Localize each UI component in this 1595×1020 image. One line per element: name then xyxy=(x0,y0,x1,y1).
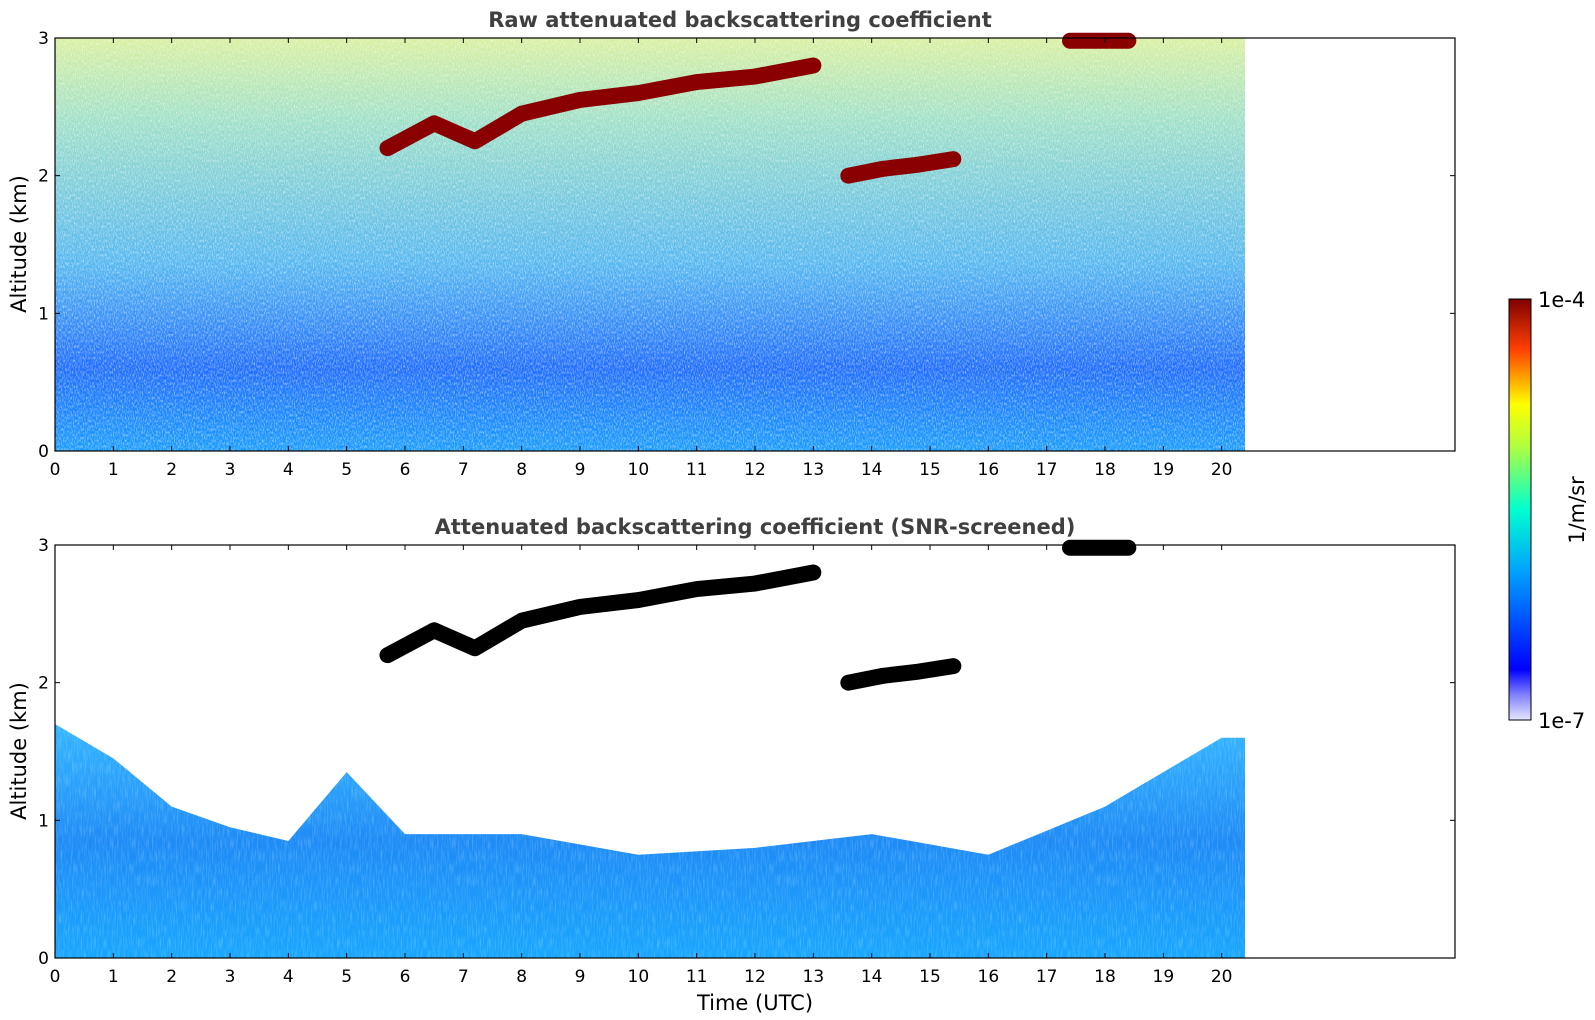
x-tick-label: 12 xyxy=(744,460,766,480)
x-tick-label: 3 xyxy=(225,460,236,480)
x-tick-label: 8 xyxy=(516,460,527,480)
x-tick-label: 15 xyxy=(919,460,941,480)
x-tick-label: 0 xyxy=(50,967,61,987)
x-tick-label: 6 xyxy=(400,460,411,480)
x-tick-label: 16 xyxy=(978,460,1000,480)
x-tick-label: 11 xyxy=(686,967,708,987)
x-tick-label: 10 xyxy=(628,460,650,480)
x-tick-label: 8 xyxy=(516,967,527,987)
x-tick-label: 14 xyxy=(861,460,883,480)
y-tick-label: 0 xyxy=(38,949,49,969)
bottom-plot-area xyxy=(55,539,1245,958)
x-tick-label: 13 xyxy=(803,460,825,480)
cloud-layer xyxy=(379,57,822,157)
colorbar-gradient xyxy=(1508,298,1532,721)
x-tick-label: 6 xyxy=(400,967,411,987)
top-y-axis-label: Altitude (km) xyxy=(7,175,31,313)
y-tick-label: 1 xyxy=(38,304,49,324)
x-tick-label: 18 xyxy=(1094,460,1116,480)
x-tick-label: 17 xyxy=(1036,967,1058,987)
x-tick-label: 14 xyxy=(861,967,883,987)
y-tick-label: 0 xyxy=(38,442,49,462)
bottom-y-ticks: 0 1 2 3 xyxy=(38,536,1455,969)
bottom-panel: Attenuated backscattering coefficient (S… xyxy=(7,515,1456,1015)
top-panel: Raw attenuated backscattering coefficien… xyxy=(7,8,1456,480)
noise-overlay xyxy=(55,38,1245,451)
x-tick-label: 17 xyxy=(1036,460,1058,480)
x-tick-label: 2 xyxy=(166,967,177,987)
bottom-x-axis-label: Time (UTC) xyxy=(696,991,813,1015)
x-tick-label: 11 xyxy=(686,460,708,480)
x-tick-label: 15 xyxy=(919,967,941,987)
colorbar-unit-label: 1/m/sr xyxy=(1565,476,1589,544)
x-tick-label: 9 xyxy=(575,460,586,480)
cloud-layer xyxy=(379,564,822,664)
y-tick-label: 2 xyxy=(38,674,49,694)
x-tick-label: 1 xyxy=(108,460,119,480)
top-y-ticks: 0 1 2 3 xyxy=(38,29,1455,462)
bottom-panel-title: Attenuated backscattering coefficient (S… xyxy=(435,515,1076,539)
x-tick-label: 1 xyxy=(108,967,119,987)
x-tick-label: 12 xyxy=(744,967,766,987)
x-tick-label: 19 xyxy=(1153,460,1175,480)
x-tick-label: 13 xyxy=(803,967,825,987)
boundary-layer-texture xyxy=(55,723,1245,958)
colorbar: 1e-4 1e-7 1/m/sr xyxy=(1508,288,1589,733)
y-tick-label: 3 xyxy=(38,536,49,556)
x-tick-label: 2 xyxy=(166,460,177,480)
x-tick-label: 7 xyxy=(458,967,469,987)
cloud-layer xyxy=(840,658,962,691)
x-tick-label: 4 xyxy=(283,967,294,987)
bottom-x-ticks: 0 1 2 3 4 5 6 7 8 9 10 11 12 13 14 15 16 17 18 19 20 xyxy=(50,545,1233,987)
x-tick-label: 5 xyxy=(341,460,352,480)
cloud-layer xyxy=(840,151,962,184)
x-tick-label: 3 xyxy=(225,967,236,987)
top-panel-title: Raw attenuated backscattering coefficien… xyxy=(488,8,992,32)
y-tick-label: 1 xyxy=(38,811,49,831)
x-tick-label: 10 xyxy=(628,967,650,987)
x-tick-label: 9 xyxy=(575,967,586,987)
y-tick-label: 2 xyxy=(38,167,49,187)
x-tick-label: 4 xyxy=(283,460,294,480)
x-tick-label: 19 xyxy=(1153,967,1175,987)
top-plot-area xyxy=(55,32,1245,451)
x-tick-label: 20 xyxy=(1211,967,1233,987)
x-tick-label: 20 xyxy=(1211,460,1233,480)
x-tick-label: 7 xyxy=(458,460,469,480)
x-tick-label: 18 xyxy=(1094,967,1116,987)
colorbar-max-label: 1e-4 xyxy=(1538,288,1585,312)
bottom-y-axis-label: Altitude (km) xyxy=(7,682,31,820)
x-tick-label: 0 xyxy=(50,460,61,480)
colorbar-min-label: 1e-7 xyxy=(1538,709,1585,733)
y-tick-label: 3 xyxy=(38,29,49,49)
x-tick-label: 16 xyxy=(978,967,1000,987)
x-tick-label: 5 xyxy=(341,967,352,987)
top-x-ticks: 0 1 2 3 4 5 6 7 8 9 10 11 12 13 14 15 16 17 18 19 20 xyxy=(50,38,1233,480)
